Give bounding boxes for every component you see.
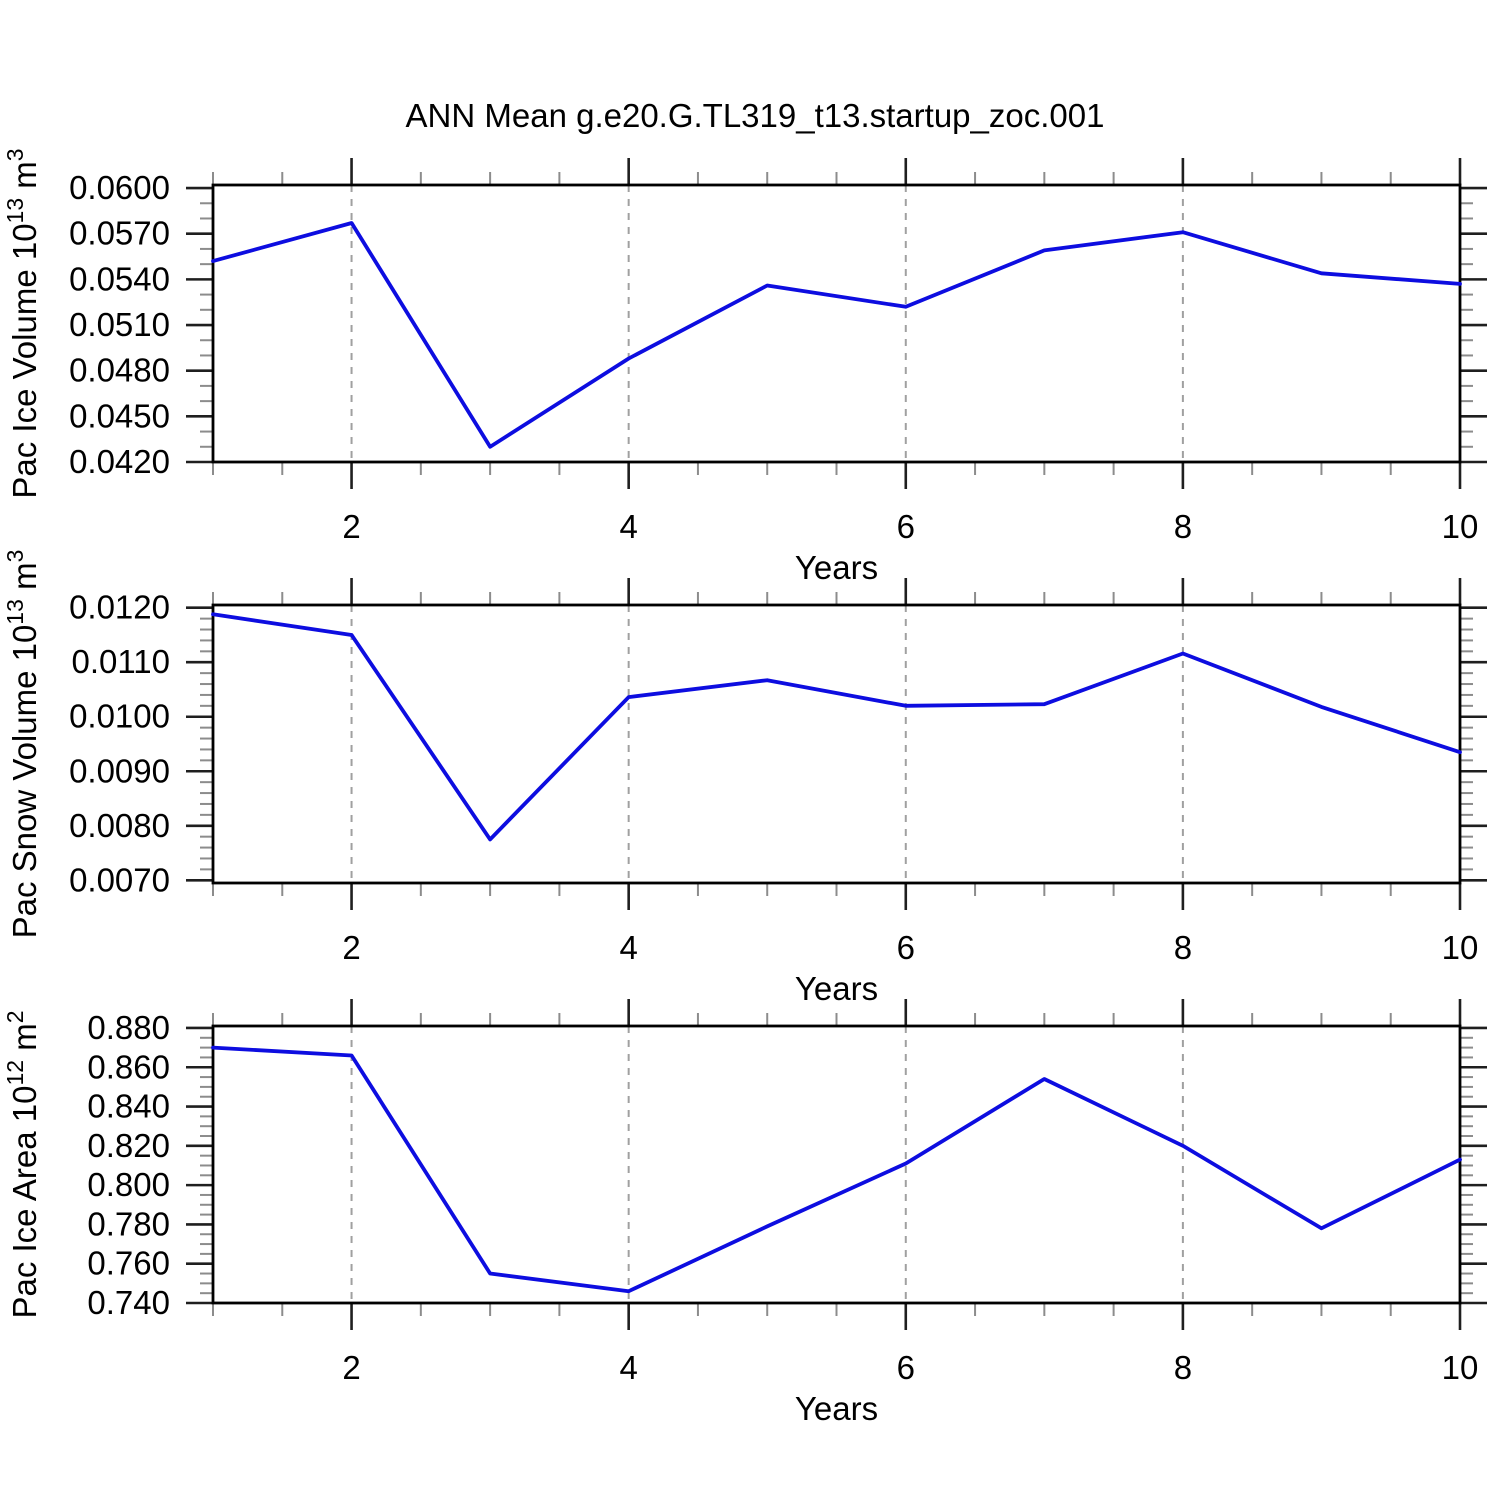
y-axis-title-unit-exponent: 3 [2, 550, 28, 563]
y-axis-title: Pac Ice Volume 1013 m3 [2, 148, 43, 498]
data-line [211, 612, 1462, 842]
y-axis-title-exponent: 12 [2, 1060, 28, 1086]
x-tick-label: 4 [619, 508, 637, 545]
x-axis-title: Years [795, 970, 878, 1007]
x-tick-label: 4 [619, 1349, 637, 1386]
y-tick-label: 0.0570 [69, 215, 170, 252]
y-axis-title: Pac Ice Area 1012 m2 [2, 1010, 43, 1318]
y-axis-title-base: Pac Snow Volume 10 [6, 625, 43, 939]
y-tick-label: 0.0090 [69, 752, 170, 789]
plot-border [211, 183, 1462, 464]
y-axis-ticks [186, 186, 1487, 464]
y-tick-label: 0.880 [87, 1009, 170, 1046]
x-tick-label: 10 [1442, 929, 1479, 966]
x-axis-title: Years [795, 549, 878, 586]
plot-border [211, 1024, 1462, 1305]
y-axis-title-exponent: 13 [2, 599, 28, 625]
y-tick-label: 0.840 [87, 1088, 170, 1125]
y-tick-label: 0.800 [87, 1166, 170, 1203]
x-tick-label: 6 [897, 508, 915, 545]
y-axis-title-unit: m [6, 1023, 43, 1060]
y-tick-label: 0.780 [87, 1205, 170, 1242]
y-axis-title-unit-exponent: 2 [2, 1010, 28, 1023]
plot-border [211, 603, 1462, 885]
x-axis-title: Years [795, 1390, 878, 1427]
x-axis-ticks [212, 999, 1462, 1330]
x-tick-label: 2 [342, 1349, 360, 1386]
chart-pac-ice-area: 0.8800.8600.8400.8200.8000.7800.7600.740… [2, 999, 1487, 1427]
y-axis-title-unit: m [6, 562, 43, 599]
x-axis-ticks [212, 158, 1462, 489]
x-axis-ticks [212, 578, 1462, 910]
x-tick-label: 4 [619, 929, 637, 966]
y-tick-label: 0.0110 [72, 643, 170, 680]
y-tick-label: 0.820 [87, 1127, 170, 1164]
chart-pac-snow-volume: 0.0120 0.0110 0.0100 0.0090 0.0080 0.0070 2 4 6 8… [2, 550, 1487, 1007]
y-tick-label: 0.0600 [69, 169, 170, 206]
x-tick-label: 10 [1442, 508, 1479, 545]
gridlines [350, 1026, 1184, 1303]
x-tick-label: 8 [1174, 1349, 1192, 1386]
data-line [211, 221, 1462, 449]
y-tick-label: 0.0450 [69, 397, 170, 434]
x-tick-label: 8 [1174, 929, 1192, 966]
y-axis-title-unit-exponent: 3 [2, 148, 28, 161]
y-tick-label: 0.0100 [69, 698, 170, 735]
y-tick-label: 0.0420 [69, 443, 170, 480]
y-tick-label: 0.0510 [69, 306, 170, 343]
x-tick-label: 2 [342, 508, 360, 545]
x-tick-label: 6 [897, 929, 915, 966]
y-axis-ticks [186, 1026, 1487, 1305]
figure-title: ANN Mean g.e20.G.TL319_t13.startup_zoc.0… [406, 97, 1105, 134]
y-tick-label: 0.0540 [69, 260, 170, 297]
y-tick-label: 0.760 [87, 1245, 170, 1282]
y-axis-ticks [186, 606, 1487, 882]
data-line [211, 1045, 1462, 1294]
y-axis-title: Pac Snow Volume 1013 m3 [2, 550, 43, 939]
y-axis-title-exponent: 13 [2, 198, 28, 224]
y-tick-label: 0.0120 [69, 589, 170, 626]
x-tick-label: 6 [897, 1349, 915, 1386]
y-tick-label: 0.0080 [69, 807, 170, 844]
y-tick-label: 0.0070 [69, 861, 170, 898]
y-axis-title-unit: m [6, 161, 43, 198]
x-tick-label: 10 [1442, 1349, 1479, 1386]
y-tick-label: 0.860 [87, 1048, 170, 1085]
x-tick-label: 8 [1174, 508, 1192, 545]
y-axis-title-base: Pac Ice Volume 10 [6, 223, 43, 498]
chart-pac-ice-volume: 0.0600 0.0570 0.0540 0.0510 0.0480 0.0450 0.04… [2, 148, 1487, 586]
y-tick-label: 0.0480 [69, 352, 170, 389]
y-axis-title-base: Pac Ice Area 10 [6, 1086, 43, 1319]
gridlines [350, 605, 1184, 883]
x-tick-label: 2 [342, 929, 360, 966]
y-tick-label: 0.740 [87, 1284, 170, 1321]
